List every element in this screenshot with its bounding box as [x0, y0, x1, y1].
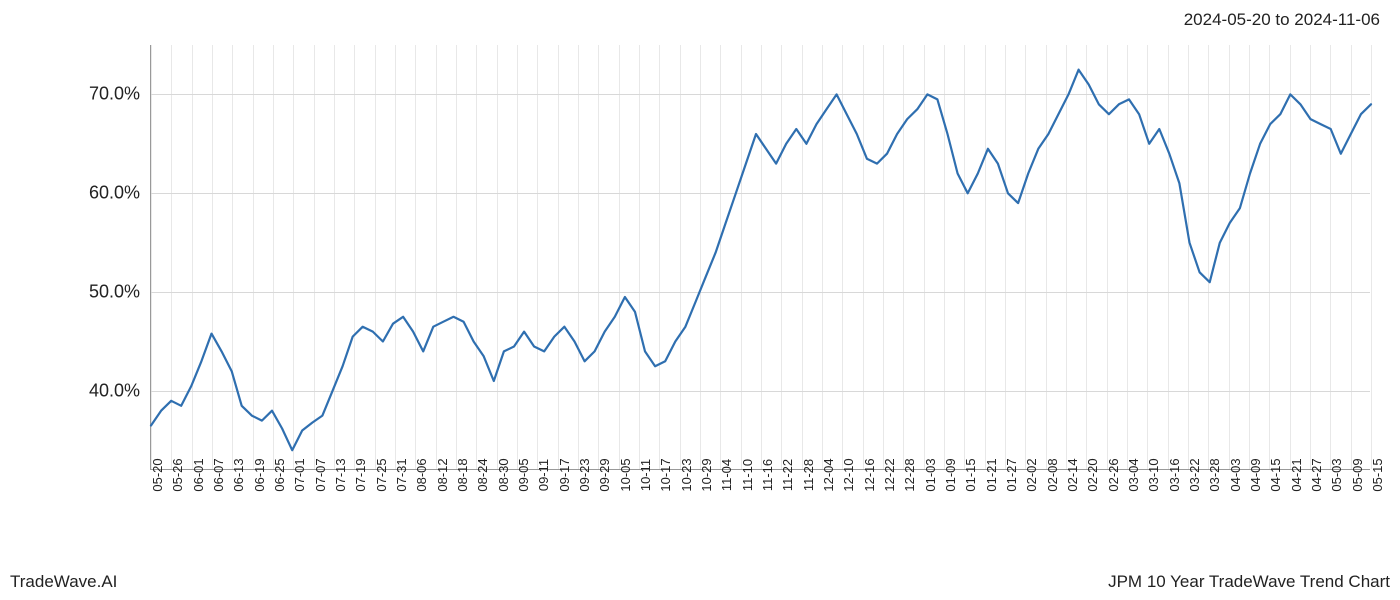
series-line	[151, 70, 1371, 451]
x-tick-label: 04-21	[1289, 458, 1304, 491]
x-tick-label: 08-12	[435, 458, 450, 491]
y-tick-label: 50.0%	[89, 282, 140, 303]
x-tick-label: 09-23	[577, 458, 592, 491]
x-tick-label: 10-23	[679, 458, 694, 491]
x-tick-label: 09-11	[536, 459, 551, 491]
x-tick-label: 04-03	[1228, 458, 1243, 491]
x-tick-label: 12-22	[882, 458, 897, 491]
x-tick-label: 08-30	[496, 458, 511, 491]
x-tick-label: 09-05	[516, 458, 531, 491]
plot-area	[150, 45, 1370, 470]
x-tick-label: 01-15	[963, 458, 978, 491]
x-tick-label: 11-04	[719, 459, 734, 491]
x-tick-label: 08-18	[455, 458, 470, 491]
x-tick-label: 11-22	[780, 459, 795, 491]
x-tick-label: 12-10	[841, 458, 856, 491]
x-tick-label: 05-26	[170, 458, 185, 491]
x-tick-label: 03-22	[1187, 458, 1202, 491]
x-tick-label: 12-16	[862, 458, 877, 491]
x-tick-label: 12-28	[902, 458, 917, 491]
x-tick-label: 06-25	[272, 458, 287, 491]
x-tick-label: 05-20	[150, 458, 165, 491]
x-tick-label: 03-28	[1207, 458, 1222, 491]
x-tick-label: 12-04	[821, 458, 836, 491]
x-tick-label: 02-26	[1106, 458, 1121, 491]
x-tick-label: 07-13	[333, 458, 348, 491]
x-tick-label: 05-15	[1370, 458, 1385, 491]
x-tick-label: 11-10	[740, 459, 755, 491]
x-tick-label: 04-09	[1248, 458, 1263, 491]
x-tick-label: 01-27	[1004, 458, 1019, 491]
x-tick-label: 07-31	[394, 458, 409, 491]
x-tick-label: 02-20	[1085, 458, 1100, 491]
x-tick-label: 09-29	[597, 458, 612, 491]
x-tick-label: 07-07	[313, 458, 328, 491]
y-tick-label: 70.0%	[89, 84, 140, 105]
x-tick-label: 06-13	[231, 458, 246, 491]
trend-chart: 40.0%50.0%60.0%70.0% 05-2005-2606-0106-0…	[150, 45, 1370, 470]
x-tick-label: 02-14	[1065, 458, 1080, 491]
x-tick-label: 04-15	[1268, 458, 1283, 491]
brand-label: TradeWave.AI	[10, 572, 117, 592]
chart-title: JPM 10 Year TradeWave Trend Chart	[1108, 572, 1390, 592]
grid-line-v	[1371, 45, 1372, 469]
date-range-label: 2024-05-20 to 2024-11-06	[1184, 10, 1380, 30]
x-tick-label: 03-16	[1167, 458, 1182, 491]
x-tick-label: 10-29	[699, 458, 714, 491]
x-tick-label: 07-25	[374, 458, 389, 491]
x-tick-label: 10-17	[658, 458, 673, 491]
x-tick-label: 01-21	[984, 458, 999, 491]
y-tick-label: 60.0%	[89, 183, 140, 204]
line-layer	[151, 45, 1370, 469]
x-tick-label: 06-07	[211, 458, 226, 491]
x-tick-label: 01-03	[923, 458, 938, 491]
x-tick-label: 06-01	[191, 458, 206, 491]
x-tick-label: 07-01	[292, 458, 307, 491]
x-tick-label: 11-16	[760, 459, 775, 491]
x-tick-label: 03-04	[1126, 458, 1141, 491]
y-tick-label: 40.0%	[89, 380, 140, 401]
x-tick-label: 03-10	[1146, 458, 1161, 491]
x-tick-label: 05-03	[1329, 458, 1344, 491]
x-tick-label: 11-28	[801, 459, 816, 491]
x-tick-label: 04-27	[1309, 458, 1324, 491]
x-tick-label: 05-09	[1350, 458, 1365, 491]
x-tick-label: 08-24	[475, 458, 490, 491]
x-tick-label: 09-17	[557, 458, 572, 491]
x-tick-label: 02-02	[1024, 458, 1039, 491]
x-tick-label: 07-19	[353, 458, 368, 491]
x-tick-label: 02-08	[1045, 458, 1060, 491]
x-tick-label: 06-19	[252, 458, 267, 491]
x-tick-label: 10-05	[618, 458, 633, 491]
x-tick-label: 10-11	[638, 459, 653, 491]
x-tick-label: 01-09	[943, 458, 958, 491]
x-tick-label: 08-06	[414, 458, 429, 491]
